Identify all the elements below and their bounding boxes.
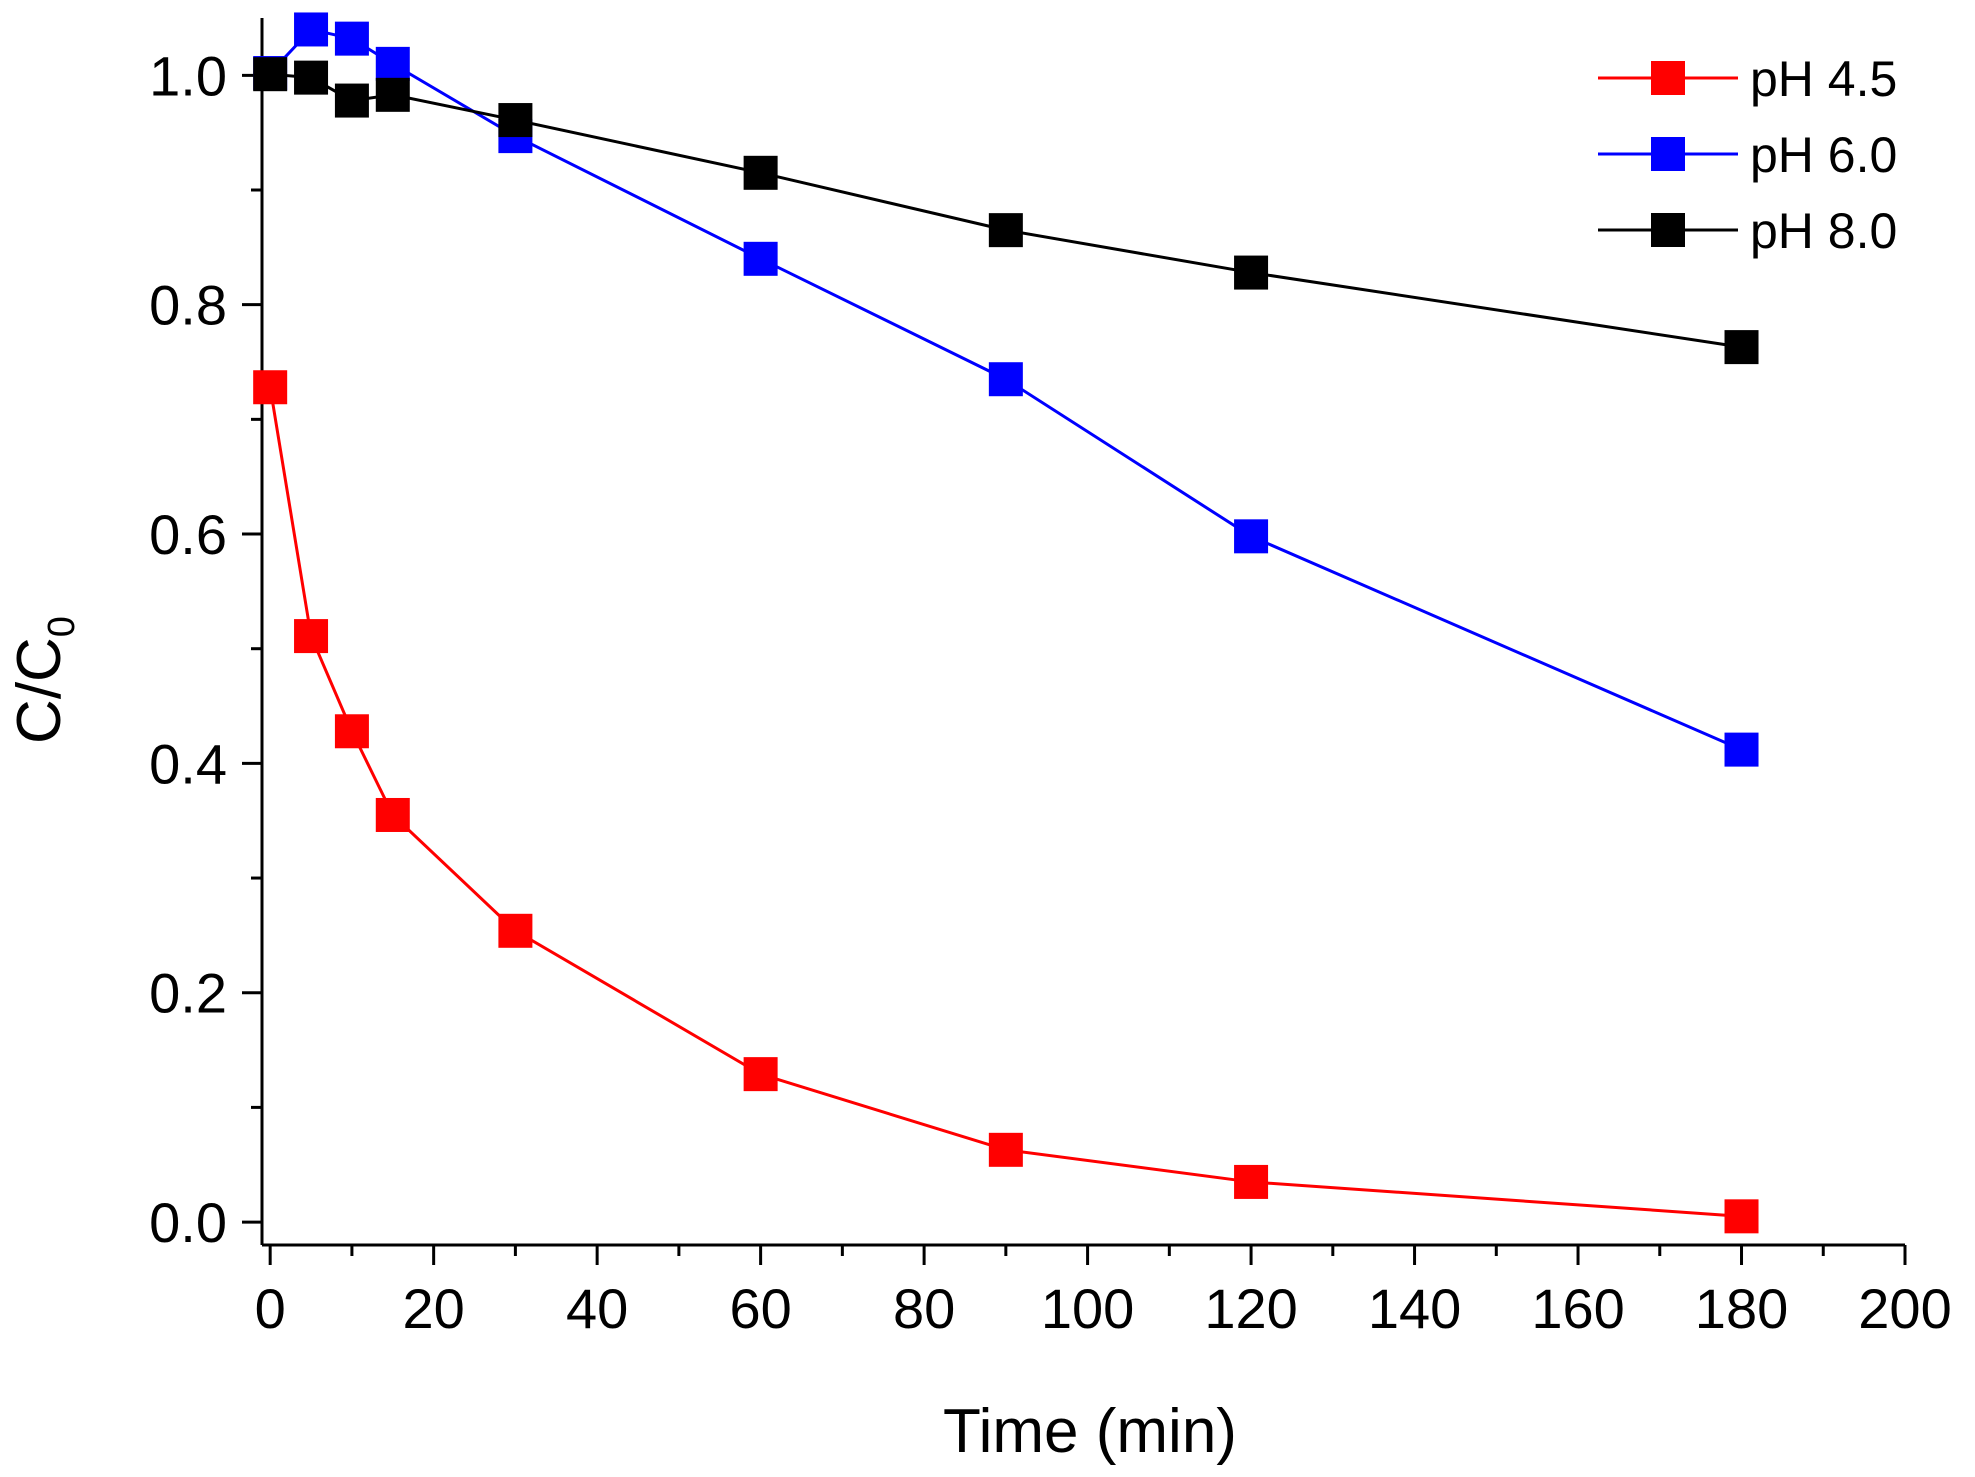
x-tick-label: 180 <box>1695 1277 1788 1340</box>
y-tick-label: 0.6 <box>149 503 227 566</box>
y-tick-label: 0.0 <box>149 1191 227 1254</box>
legend-marker <box>1651 61 1685 95</box>
y-axis-title: C/C0 <box>5 616 83 744</box>
legend: pH 4.5 pH 6.0 pH 8.0 <box>1598 51 1897 259</box>
data-point <box>743 155 778 190</box>
legend-label: pH 6.0 <box>1750 127 1897 183</box>
y-axis-title-subscript: 0 <box>41 616 83 637</box>
data-point <box>253 370 288 405</box>
data-point <box>988 1132 1023 1167</box>
x-tick-label: 100 <box>1041 1277 1134 1340</box>
data-point <box>375 46 410 81</box>
data-point <box>334 83 369 118</box>
legend-label: pH 4.5 <box>1750 51 1897 107</box>
y-tick-label: 0.2 <box>149 962 227 1025</box>
data-point <box>498 913 533 948</box>
series-line <box>270 72 1742 349</box>
data-point <box>1724 330 1759 365</box>
data-point <box>1234 1164 1269 1199</box>
data-point <box>294 619 329 654</box>
y-tick-label: 0.8 <box>149 274 227 337</box>
y-tick-label: 1.0 <box>149 44 227 107</box>
data-point <box>1724 1199 1759 1234</box>
x-tick-label: 140 <box>1368 1277 1461 1340</box>
x-tick-label: 80 <box>893 1277 955 1340</box>
legend-item: pH 6.0 <box>1598 127 1897 183</box>
data-point <box>1724 732 1759 767</box>
x-tick-label: 60 <box>729 1277 791 1340</box>
x-tick-label: 160 <box>1531 1277 1624 1340</box>
x-tick-label: 120 <box>1204 1277 1297 1340</box>
series-line <box>268 387 1742 1218</box>
x-axis-title: Time (min) <box>943 1397 1237 1466</box>
plot-axes: 0 20 40 60 80 100 120 140 160 180 200 0.0 0.2 0.4 0.6 0… <box>149 18 1952 1340</box>
data-point <box>294 60 329 95</box>
series-ph-4-5 <box>253 370 1759 1234</box>
x-tick-label: 0 <box>255 1277 286 1340</box>
legend-marker <box>1651 137 1685 171</box>
legend-marker <box>1651 213 1685 247</box>
data-point <box>988 362 1023 397</box>
data-point <box>988 213 1023 248</box>
legend-item: pH 8.0 <box>1598 203 1897 259</box>
x-tick-label: 20 <box>403 1277 465 1340</box>
y-axis-title-main: C/C <box>5 637 74 744</box>
data-point <box>375 797 410 832</box>
series-ph-6-0 <box>253 12 1759 767</box>
data-point <box>743 241 778 276</box>
y-tick-label: 0.4 <box>149 732 227 795</box>
data-point <box>294 12 329 47</box>
series-ph-8-0 <box>253 57 1759 365</box>
series-layer <box>253 12 1759 1234</box>
x-tick-label: 200 <box>1858 1277 1951 1340</box>
data-point <box>1234 255 1269 290</box>
data-point <box>334 21 369 56</box>
legend-label: pH 8.0 <box>1750 203 1897 259</box>
data-point <box>334 714 369 749</box>
data-point <box>498 103 533 138</box>
data-point <box>375 77 410 112</box>
data-point <box>1234 519 1269 554</box>
data-point <box>743 1057 778 1092</box>
data-point <box>253 57 288 92</box>
legend-item: pH 4.5 <box>1598 51 1897 107</box>
x-tick-label: 40 <box>566 1277 628 1340</box>
